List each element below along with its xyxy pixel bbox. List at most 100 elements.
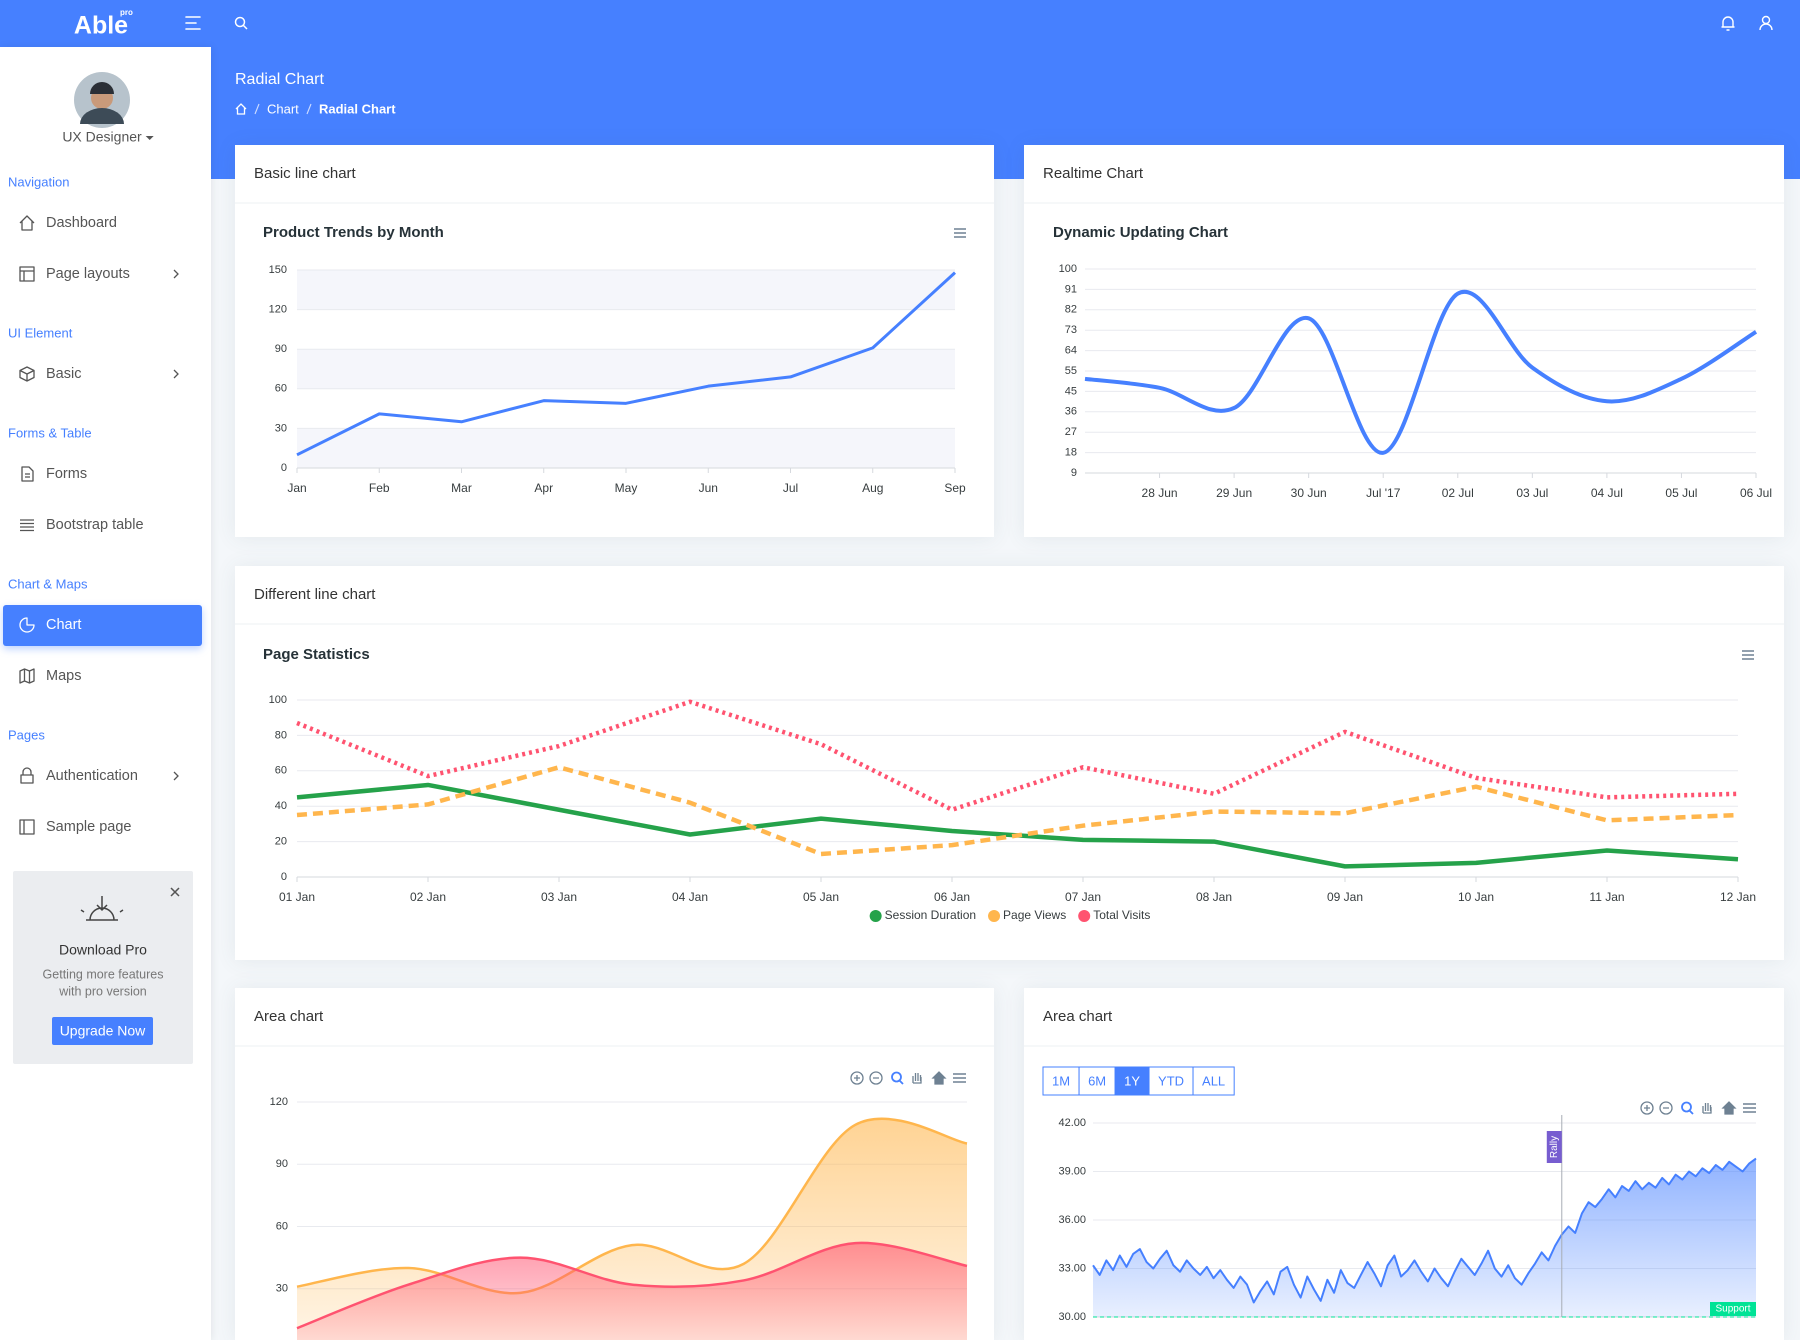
y-tick-label: 36.00 (1058, 1214, 1086, 1226)
nav-icon[interactable] (19, 266, 35, 282)
range-button-label[interactable]: 1Y (1124, 1073, 1140, 1088)
nav-label[interactable]: Dashboard (46, 215, 117, 231)
nav-active-bg[interactable] (3, 605, 202, 646)
user-name[interactable]: UX Designer (62, 129, 142, 145)
y-tick-label: 30 (275, 422, 287, 434)
legend-label[interactable]: Page Views (1003, 908, 1066, 922)
reset-zoom[interactable] (1721, 1101, 1737, 1115)
y-tick-label: 100 (269, 694, 287, 706)
upgrade-button-label[interactable]: Upgrade Now (60, 1023, 146, 1039)
range-button[interactable]: 6M (1078, 1066, 1116, 1096)
chart-title: Product Trends by Month (263, 224, 444, 241)
card (235, 145, 994, 537)
nav-chevron[interactable] (173, 369, 179, 379)
nav-item[interactable]: Basic (19, 366, 179, 382)
nav-chevron[interactable] (173, 771, 179, 781)
zoom-select[interactable] (891, 1071, 904, 1085)
breadcrumb-separator (306, 103, 312, 115)
user-caret[interactable] (145, 136, 154, 140)
pan[interactable] (1702, 1103, 1712, 1114)
nav-icon[interactable] (19, 668, 35, 684)
range-button[interactable]: YTD (1148, 1066, 1194, 1096)
nav-label[interactable]: Sample page (46, 819, 131, 835)
y-tick-label: 40 (275, 800, 287, 812)
nav-icon[interactable] (20, 767, 34, 784)
zoom-out[interactable] (869, 1071, 883, 1085)
breadcrumb-link[interactable]: Chart (267, 101, 299, 116)
x-tick-label: 06 Jan (934, 890, 970, 904)
chart-menu[interactable] (954, 228, 966, 238)
y-tick-label: 36 (1065, 406, 1077, 418)
reset-zoom[interactable] (931, 1071, 947, 1085)
nav-chevron[interactable] (173, 269, 179, 279)
series-line (1084, 289, 1758, 455)
notification-icon[interactable] (1721, 16, 1735, 31)
nav-item[interactable]: Authentication (20, 767, 179, 784)
chart-toolbar[interactable] (850, 1071, 966, 1085)
nav-label[interactable]: Authentication (46, 768, 138, 784)
x-tick-label: 06 Jul (1740, 486, 1772, 500)
user-icon[interactable] (1759, 15, 1773, 31)
nav-item[interactable]: Sample page (19, 819, 131, 835)
range-button-label[interactable]: 1M (1052, 1073, 1070, 1088)
zoom-in[interactable] (1640, 1101, 1654, 1115)
nav-label[interactable]: Bootstrap table (46, 517, 144, 533)
brand[interactable]: Able (74, 12, 128, 40)
promo-text: Getting more features (43, 967, 164, 981)
series-line (296, 765, 1739, 857)
search-icon[interactable] (234, 16, 248, 30)
nav-icon[interactable] (19, 617, 35, 633)
upgrade-button[interactable] (52, 1017, 153, 1045)
pan[interactable] (912, 1073, 922, 1084)
y-tick-label: 0 (281, 871, 287, 883)
y-tick-label: 33.00 (1058, 1262, 1086, 1274)
nav-label[interactable]: Page layouts (46, 266, 130, 282)
menu-toggle[interactable] (185, 16, 201, 30)
nav-item[interactable]: Chart (3, 605, 202, 646)
series-line (1092, 1157, 1757, 1304)
legend-label[interactable]: Session Duration (885, 908, 976, 922)
legend-marker[interactable] (869, 910, 882, 922)
y-tick-label: 60 (276, 1220, 288, 1232)
legend-marker[interactable] (1078, 910, 1091, 922)
nav-icon[interactable] (19, 366, 35, 382)
legend-marker[interactable] (988, 910, 1001, 922)
nav-item[interactable]: Page layouts (19, 266, 179, 282)
range-button[interactable]: 1M (1042, 1066, 1080, 1096)
nav-label[interactable]: Chart (46, 617, 81, 633)
nav-item[interactable]: Forms (21, 466, 87, 482)
zoom-out[interactable] (1659, 1101, 1673, 1115)
nav-item[interactable]: Dashboard (19, 215, 117, 231)
nav-item[interactable]: Maps (19, 668, 81, 684)
nav-label[interactable]: Forms (46, 466, 87, 482)
icon-shape (235, 103, 247, 115)
nav-icon[interactable] (21, 466, 34, 482)
range-button-label[interactable]: YTD (1158, 1073, 1184, 1088)
range-button[interactable]: 1Y (1114, 1066, 1150, 1096)
range-button-label[interactable]: ALL (1202, 1073, 1225, 1088)
chart-toolbar[interactable] (1640, 1101, 1756, 1115)
x-tick-label: May (615, 481, 638, 495)
icon-circle (234, 16, 246, 28)
nav-section-title: Pages (8, 727, 45, 742)
breadcrumb-home[interactable] (235, 103, 247, 115)
range-button-bg[interactable] (1192, 1066, 1235, 1096)
nav-label[interactable]: Basic (46, 366, 81, 382)
nav-icon[interactable] (20, 519, 34, 532)
promo-close-icon[interactable] (170, 887, 180, 897)
legend-label[interactable]: Total Visits (1093, 908, 1150, 922)
range-button-label[interactable]: 6M (1088, 1073, 1106, 1088)
zoom-in[interactable] (850, 1071, 864, 1085)
chart-menu[interactable] (1742, 650, 1754, 660)
range-button[interactable]: ALL (1192, 1066, 1235, 1096)
y-tick-label: 91 (1065, 283, 1077, 295)
range-button-bg[interactable] (1078, 1066, 1116, 1096)
nav-icon[interactable] (19, 215, 35, 231)
x-tick-label: 01 Jan (279, 890, 315, 904)
card-title: Area chart (254, 1008, 324, 1025)
zoom-select[interactable] (1681, 1101, 1694, 1115)
nav-icon[interactable] (19, 819, 35, 835)
range-button-bg[interactable] (1148, 1066, 1194, 1096)
nav-item[interactable]: Bootstrap table (20, 517, 144, 533)
nav-label[interactable]: Maps (46, 668, 81, 684)
